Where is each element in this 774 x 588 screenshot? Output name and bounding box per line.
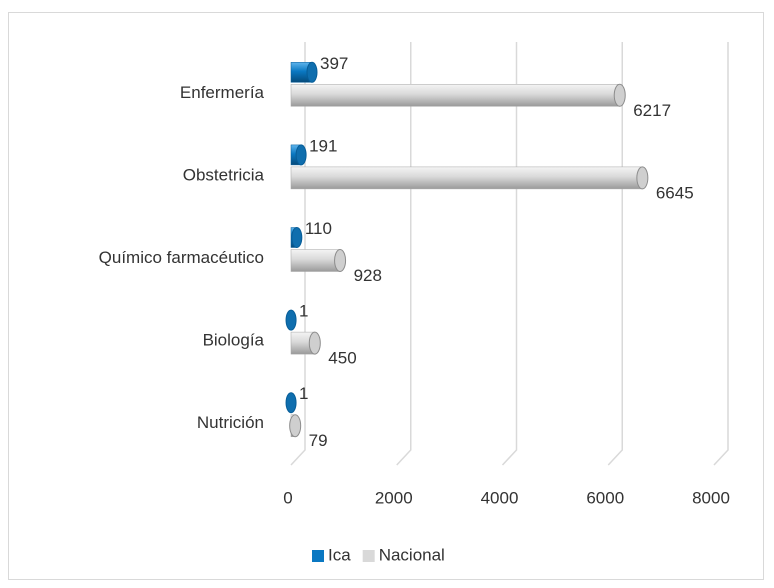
y-tick-label: Obstetricia	[183, 165, 265, 184]
value-label: 1	[299, 384, 308, 403]
bar-cap	[613, 83, 626, 107]
bar-cap	[291, 227, 303, 248]
value-label: 6217	[633, 101, 671, 120]
y-tick-label: Nutrición	[197, 413, 264, 432]
value-label: 397	[320, 54, 348, 73]
value-label: 450	[328, 349, 356, 368]
bar	[290, 84, 620, 107]
bar-cap	[285, 392, 297, 414]
bar	[290, 249, 341, 272]
y-tick-label: Enfermería	[180, 83, 265, 102]
grid-line	[713, 42, 729, 466]
value-label: 928	[354, 266, 382, 285]
value-label: 79	[309, 431, 328, 450]
bar-cap	[289, 414, 302, 438]
value-label: 191	[309, 136, 337, 155]
value-label: 110	[305, 219, 332, 238]
y-tick-label: Químico farmacéutico	[99, 248, 264, 267]
legend-label: Nacional	[379, 545, 445, 564]
value-label: 6645	[656, 183, 694, 202]
bar-cap	[334, 249, 347, 272]
legend-label: Ica	[328, 545, 351, 564]
x-tick-label: 0	[283, 488, 292, 507]
chart-border	[8, 12, 764, 580]
x-tick-label: 2000	[375, 488, 413, 507]
value-label: 1	[299, 302, 308, 321]
legend-swatch	[362, 550, 375, 562]
bar-cap	[636, 166, 649, 190]
bar-cap	[308, 331, 321, 355]
bar-cap	[306, 61, 318, 83]
y-tick-label: Biología	[203, 331, 265, 350]
x-tick-label: 6000	[586, 488, 624, 507]
bar-cap	[295, 144, 307, 166]
legend-swatch	[312, 550, 324, 562]
x-tick-label: 4000	[481, 488, 519, 507]
bar	[290, 166, 643, 190]
x-tick-label: 8000	[692, 488, 730, 507]
bar-cap	[285, 309, 297, 331]
